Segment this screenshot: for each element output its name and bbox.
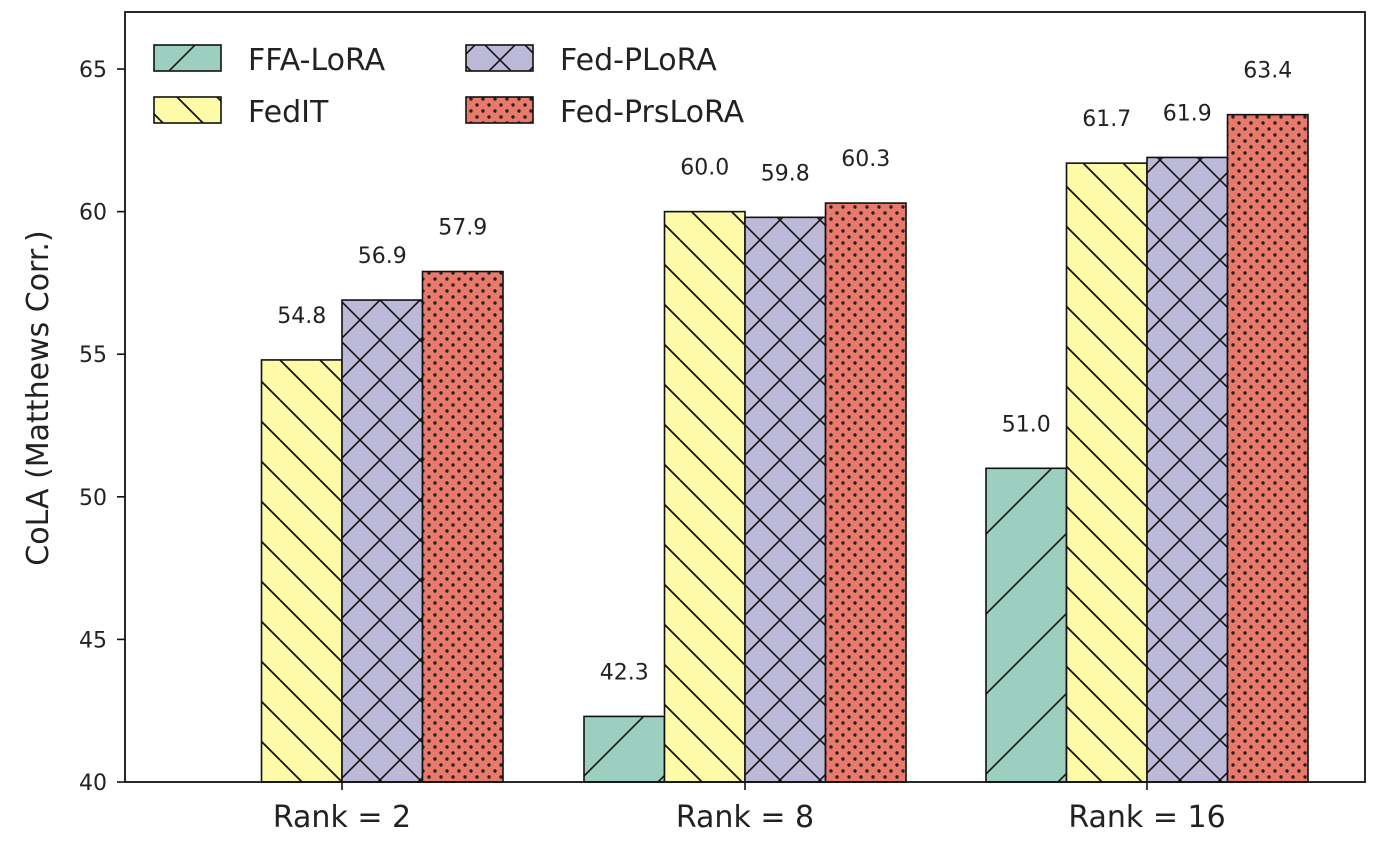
bar-group [341, 299, 424, 783]
y-tick-label: 60 [79, 201, 107, 226]
bar-value-label: 59.8 [761, 161, 810, 186]
y-tick-label: 55 [79, 343, 107, 368]
bar-value-label: 61.9 [1163, 101, 1212, 126]
bar-group [1065, 162, 1148, 783]
bar-value-label: 60.0 [680, 156, 729, 181]
legend-item: Fed-PLoRA [465, 43, 717, 78]
legend-label: Fed-PrsLoRA [560, 95, 745, 130]
legend-swatch-hatch [465, 44, 534, 72]
bar-group [1146, 156, 1229, 783]
bar-hatch [1226, 113, 1309, 783]
bar-hatch [824, 202, 907, 783]
bar-value-label: 51.0 [1002, 412, 1051, 437]
legend: FFA-LoRA FedIT Fed-PLoRA Fed-PrsLoRA [153, 43, 745, 130]
bar-group [421, 270, 504, 783]
bar-hatch [744, 216, 827, 783]
bar-value-label: 60.3 [841, 147, 890, 172]
bar-hatch [663, 210, 746, 783]
bar-group [663, 210, 746, 783]
bar-value-label: 56.9 [358, 244, 407, 269]
x-tick-label: Rank = 16 [1068, 800, 1225, 835]
y-tick-label: 40 [79, 771, 107, 796]
bar-hatch [341, 299, 424, 783]
value-labels-layer: 42.3 51.0 54.8 60.0 61.7 56.9 59.8 61.9 57.9 60.3… [277, 59, 1292, 686]
bar-group [985, 467, 1068, 783]
bar-value-label: 63.4 [1243, 59, 1292, 84]
y-axis-label: CoLA (Matthews Corr.) [21, 230, 56, 565]
bar-value-label: 42.3 [600, 660, 649, 685]
bar-value-label: 54.8 [277, 304, 326, 329]
bar-hatch [1065, 162, 1148, 783]
axes-layer: 40 45 50 55 60 65 Rank = 2 Rank = 8 Rank = 16 [79, 11, 1366, 835]
bar-group [583, 715, 666, 783]
legend-item: FFA-LoRA [153, 43, 386, 78]
legend-swatch-hatch [153, 96, 222, 124]
legend-label: FFA-LoRA [248, 43, 386, 78]
legend-swatch-hatch [465, 96, 534, 124]
bar-hatch [985, 467, 1068, 783]
x-tick-label: Rank = 2 [273, 800, 411, 835]
y-tick-label: 50 [79, 486, 107, 511]
legend-label: FedIT [248, 95, 329, 130]
legend-label: Fed-PLoRA [560, 43, 717, 78]
legend-item: Fed-PrsLoRA [465, 95, 745, 130]
bar-hatch [1146, 156, 1229, 783]
bar-value-label: 61.7 [1082, 107, 1131, 132]
bar-hatch [583, 715, 666, 783]
bar-group [744, 216, 827, 783]
y-tick-label: 65 [79, 58, 107, 83]
bars-layer [260, 113, 1309, 783]
legend-swatch-hatch [153, 44, 222, 72]
bar-hatch [260, 359, 343, 783]
x-tick-label: Rank = 8 [676, 800, 814, 835]
y-tick-label: 45 [79, 628, 107, 653]
bar-group [1226, 113, 1309, 783]
bar-hatch [421, 270, 504, 783]
legend-item: FedIT [153, 95, 329, 130]
bar-group [824, 202, 907, 783]
bar-value-label: 57.9 [438, 216, 487, 241]
bar-group [260, 359, 343, 783]
